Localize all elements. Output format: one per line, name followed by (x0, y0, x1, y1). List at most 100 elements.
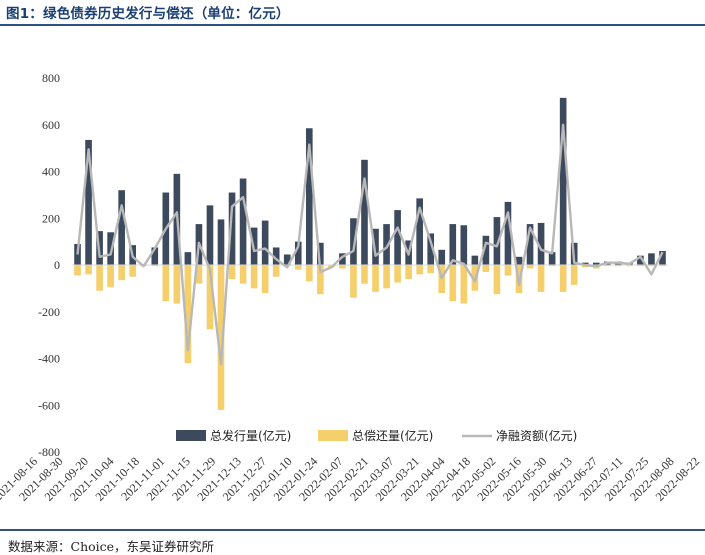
repayment-bar (405, 265, 412, 280)
repayment-bar (449, 265, 457, 302)
issuance-bar (350, 218, 357, 265)
repayment-bar (526, 265, 534, 269)
issuance-bar (460, 225, 468, 265)
issuance-bar (118, 190, 125, 265)
repayment-bar (85, 265, 92, 275)
issuance-bar (526, 224, 534, 265)
repayment-bar (493, 265, 501, 295)
y-tick-label: -400 (38, 352, 60, 366)
issuance-bar (427, 233, 435, 265)
issuance-bar (294, 241, 302, 265)
repayment-bar (339, 265, 346, 269)
issuance-bar (493, 217, 501, 265)
repayment-bar (129, 265, 137, 277)
repayment-bar (173, 265, 181, 304)
y-tick-label: -600 (38, 398, 60, 412)
repayment-bar (305, 265, 313, 282)
repayment-bar (537, 265, 545, 292)
issuance-bar (659, 250, 666, 265)
y-tick-label: -200 (38, 305, 60, 319)
repayment-bar (648, 265, 655, 267)
legend: 总发行量(亿元) 总偿还量(亿元) 净融资额(亿元) (176, 428, 577, 443)
issuance-bar (559, 97, 567, 266)
repayment-bar (372, 265, 379, 292)
repayment-bar (261, 265, 269, 294)
issuance-bar (438, 249, 446, 265)
issuance-bar (339, 253, 346, 265)
repayment-bar (96, 265, 103, 291)
issuance-bar (449, 224, 457, 265)
issuance-bar (372, 228, 379, 265)
repayment-bar (416, 265, 423, 275)
repayment-bar (383, 265, 390, 289)
issuance-bar (548, 252, 556, 265)
issuance-bar (151, 247, 159, 265)
legend-label-net: 净融资额(亿元) (496, 428, 577, 443)
repayment-bar (626, 265, 633, 267)
figure-title: 图1：绿色债券历史发行与偿还（单位：亿元） (6, 6, 290, 22)
repayment-bar (548, 265, 556, 267)
repayment-bar (659, 265, 666, 267)
issuance-bar (206, 205, 214, 265)
net-financing-series (76, 123, 664, 366)
repayment-bar (239, 265, 247, 284)
repayment-bar (294, 265, 302, 270)
issuance-bar (394, 210, 401, 265)
issuance-bar (305, 128, 313, 265)
issuance-bar (361, 159, 368, 265)
issuance-bar (85, 139, 92, 265)
y-tick-label: 0 (54, 258, 60, 272)
repayment-bar (118, 265, 125, 281)
repayment-bar (350, 265, 357, 298)
repayment-bar (228, 265, 236, 280)
issuance-bar (637, 255, 644, 265)
net-financing-line (76, 123, 664, 366)
y-tick-label: 600 (42, 118, 60, 132)
legend-label-issuance: 总发行量(亿元) (210, 428, 291, 443)
issuance-bar (272, 247, 280, 265)
x-axis: 2021-08-162021-08-302021-09-202021-10-04… (0, 454, 702, 503)
y-tick-label: 400 (42, 165, 60, 179)
y-tick-label: 800 (42, 71, 60, 85)
issuance-bar (217, 219, 225, 265)
issuance-bar (107, 232, 114, 265)
footer-rule (0, 529, 705, 531)
repayment-bar (74, 265, 81, 276)
repayment-bar (317, 265, 324, 295)
source-note: 数据来源：Choice，东吴证券研究所 (8, 539, 215, 554)
repayment-series (74, 265, 666, 410)
issuance-bar (537, 222, 545, 265)
issuance-bar (184, 252, 192, 265)
issuance-bar (283, 254, 291, 265)
repayment-bar (184, 265, 192, 364)
repayment-bar (394, 265, 401, 283)
title-rule (0, 24, 705, 26)
repayment-bar (427, 265, 435, 274)
issuance-bar (482, 235, 490, 265)
issuance-bar (515, 256, 523, 265)
repayment-bar (460, 265, 468, 304)
issuance-bar (261, 220, 269, 265)
repayment-bar (615, 265, 622, 267)
legend-swatch-issuance (176, 430, 206, 441)
repayment-bar (482, 265, 490, 273)
issuance-bar (592, 262, 600, 265)
issuance-bar (239, 178, 247, 265)
repayment-bar (603, 265, 611, 267)
repayment-bar (559, 265, 567, 292)
issuance-bar (504, 201, 512, 265)
issuance-series (74, 97, 666, 266)
repayment-bar (107, 265, 114, 288)
chart-area: 800 600 400 200 0 -200 -400 -600 -800 2021-08-16… (0, 71, 702, 504)
repayment-bar (206, 265, 214, 330)
repayment-bar (272, 265, 280, 277)
issuance-bar (471, 255, 479, 265)
issuance-bar (383, 224, 390, 265)
repayment-bar (504, 265, 512, 276)
repayment-bar (250, 265, 258, 289)
issuance-bar (228, 192, 236, 265)
repayment-bar (195, 265, 203, 284)
y-tick-label: -800 (38, 445, 60, 459)
issuance-bar (317, 242, 324, 265)
issuance-bar (648, 253, 655, 265)
